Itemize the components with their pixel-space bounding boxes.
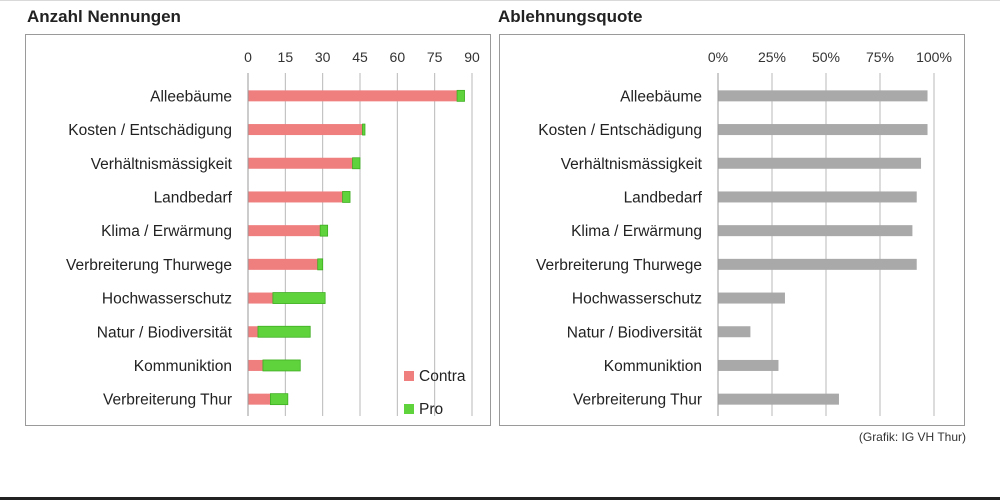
x-tick-label-0: 0 — [244, 49, 252, 65]
bar-contra-verhaeltnismaessigkeit — [248, 157, 353, 169]
category-label-hochwasserschutz: Hochwasserschutz — [102, 291, 232, 308]
bar-contra-verbreiterung-thur — [248, 393, 271, 405]
bar-quote-landbedarf — [718, 191, 917, 203]
bar-quote-hochwasserschutz — [718, 292, 785, 304]
category-label-verbreiterung-thur: Verbreiterung Thur — [103, 392, 232, 409]
legend-label-pro: Pro — [419, 401, 443, 418]
bar-quote-natur-biodiversitaet — [718, 326, 751, 338]
bar-contra-natur-biodiversitaet — [248, 326, 258, 338]
category-label-hochwasserschutz: Hochwasserschutz — [572, 291, 702, 308]
x-tick-label-15: 15 — [278, 49, 294, 65]
bar-pro-verhaeltnismaessigkeit — [352, 157, 361, 170]
x-tick-label-0: 0% — [708, 49, 728, 65]
bar-pro-verbreiterung-thurwege — [317, 258, 324, 271]
bar-contra-kosten-entschaedigung — [248, 124, 363, 136]
x-tick-label-50: 50% — [812, 49, 840, 65]
chart-credit: (Grafik: IG VH Thur) — [858, 430, 966, 444]
x-tick-label-75: 75% — [866, 49, 894, 65]
legend-swatch-contra — [404, 371, 414, 381]
x-tick-label-45: 45 — [352, 49, 368, 65]
x-tick-label-30: 30 — [315, 49, 331, 65]
category-label-kommuniktion: Kommuniktion — [604, 358, 702, 375]
bar-pro-kommuniktion — [262, 359, 301, 372]
right-chart-title: Ablehnungsquote — [498, 7, 643, 26]
rejection-rate-bar-chart: 0% 25% 50% 75% 100% Alleebäume Kosten / Entsch… — [536, 49, 952, 416]
right-chart-frame: 0% 25% 50% 75% 100% Alleebäume Kosten / Entsch… — [499, 34, 965, 426]
x-tick-label-75: 75 — [427, 49, 443, 65]
category-label-kommuniktion: Kommuniktion — [134, 358, 232, 375]
left-chart-title: Anzahl Nennungen — [27, 7, 181, 26]
category-label-verhaeltnismaessigkeit: Verhältnismässigkeit — [91, 156, 233, 173]
category-label-kosten-entschaedigung: Kosten / Entschädigung — [538, 122, 702, 139]
category-label-natur-biodiversitaet: Natur / Biodiversität — [567, 324, 703, 341]
category-label-kosten-entschaedigung: Kosten / Entschädigung — [68, 122, 232, 139]
bar-pro-alleebaeume — [456, 89, 465, 102]
category-label-klima-erwaermung: Klima / Erwärmung — [571, 223, 702, 240]
bar-quote-verhaeltnismaessigkeit — [718, 157, 922, 169]
category-label-verbreiterung-thur: Verbreiterung Thur — [573, 392, 702, 409]
x-tick-label-90: 90 — [464, 49, 480, 65]
bar-pro-kosten-entschaedigung — [362, 123, 366, 136]
bar-pro-hochwasserschutz — [272, 292, 326, 304]
category-label-verbreiterung-thurwege: Verbreiterung Thurwege — [66, 257, 232, 274]
bar-pro-klima-erwaermung — [319, 224, 329, 237]
bar-contra-alleebaeume — [248, 90, 458, 102]
legend-swatch-pro — [404, 404, 414, 414]
bar-quote-klima-erwaermung — [718, 225, 913, 237]
bar-quote-verbreiterung-thur — [718, 393, 839, 405]
category-label-alleebaeume: Alleebäume — [150, 88, 232, 105]
bar-pro-verbreiterung-thur — [269, 393, 289, 406]
category-label-verbreiterung-thurwege: Verbreiterung Thurwege — [536, 257, 702, 274]
bar-quote-kommuniktion — [718, 359, 779, 371]
bar-contra-hochwasserschutz — [248, 292, 273, 304]
category-label-landbedarf: Landbedarf — [624, 189, 703, 206]
category-label-klima-erwaermung: Klima / Erwärmung — [101, 223, 232, 240]
category-label-alleebaeume: Alleebäume — [620, 88, 702, 105]
category-label-landbedarf: Landbedarf — [154, 189, 233, 206]
bar-contra-landbedarf — [248, 191, 343, 203]
x-tick-label-25: 25% — [758, 49, 786, 65]
bar-contra-klima-erwaermung — [248, 225, 321, 237]
bar-quote-verbreiterung-thurwege — [718, 258, 917, 270]
bar-contra-verbreiterung-thurwege — [248, 258, 318, 270]
left-chart-frame: 0 15 30 45 60 75 90 Alleebäume Kosten / Entschäd… — [25, 34, 491, 426]
bar-quote-alleebaeume — [718, 90, 928, 102]
top-rule — [0, 0, 1000, 1]
mentions-bar-chart: 0 15 30 45 60 75 90 Alleebäume Kosten / Entschäd… — [66, 49, 480, 418]
bar-contra-kommuniktion — [248, 359, 263, 371]
bar-quote-kosten-entschaedigung — [718, 124, 928, 136]
x-tick-label-60: 60 — [390, 49, 406, 65]
bar-pro-natur-biodiversitaet — [257, 325, 311, 338]
bottom-rule — [0, 497, 1000, 500]
x-tick-label-100: 100% — [916, 49, 952, 65]
bar-pro-landbedarf — [342, 191, 351, 203]
category-label-verhaeltnismaessigkeit: Verhältnismässigkeit — [561, 156, 703, 173]
legend-label-contra: Contra — [419, 368, 466, 385]
category-label-natur-biodiversitaet: Natur / Biodiversität — [97, 324, 233, 341]
